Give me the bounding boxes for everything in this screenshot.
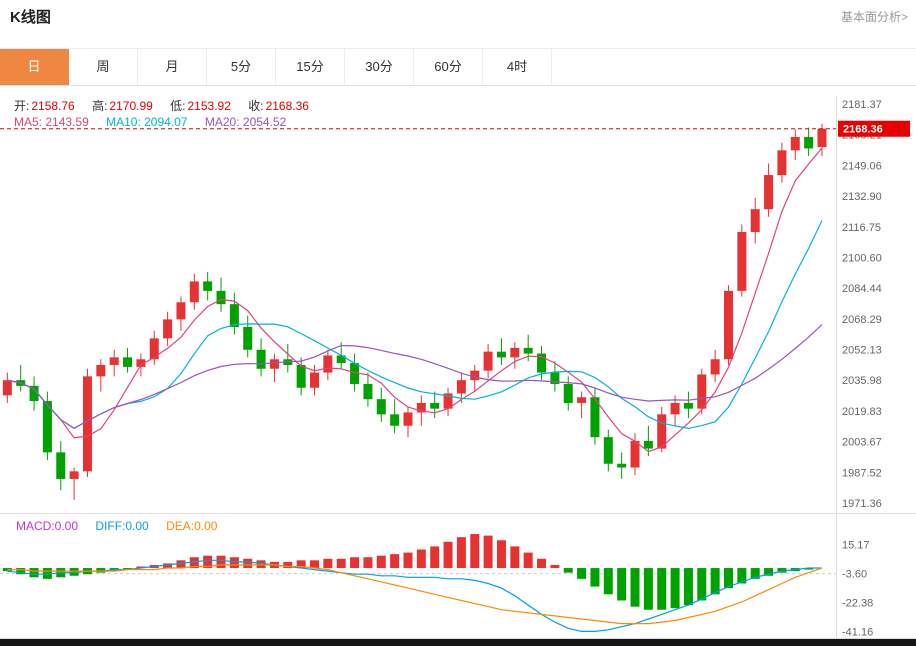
macd-info: MACD:0.00 DIFF:0.00 DEA:0.00 (16, 519, 217, 533)
svg-text:15.17: 15.17 (842, 540, 870, 552)
svg-text:2149.06: 2149.06 (842, 160, 882, 172)
ma5-line (7, 147, 823, 453)
candles-layer (2, 123, 827, 500)
tab-month[interactable]: 月 (138, 49, 207, 85)
ma5-info: MA5: 2143.59 (14, 115, 89, 129)
diff-value: DIFF:0.00 (95, 519, 149, 533)
ma20-line (7, 324, 823, 429)
ma20-info: MA20: 2054.52 (204, 115, 287, 129)
page-title: K线图 (10, 9, 51, 26)
svg-text:2019.83: 2019.83 (842, 406, 882, 418)
ma-info: MA5: 2143.59 MA10: 2094.07 MA20: 2054.52 (14, 115, 300, 129)
bottom-bar (0, 639, 916, 646)
macd-hist-layer (2, 534, 814, 610)
svg-text:2035.98: 2035.98 (842, 375, 882, 387)
tab-30min[interactable]: 30分 (345, 49, 414, 85)
tab-15min[interactable]: 15分 (276, 49, 345, 85)
period-tabs: 日 周 月 5分 15分 30分 60分 4时 (0, 48, 916, 86)
grid-layer (0, 96, 916, 639)
svg-text:-22.38: -22.38 (842, 598, 873, 610)
tab-4hour[interactable]: 4时 (483, 49, 552, 85)
tab-week[interactable]: 周 (69, 49, 138, 85)
close-value: 收: 2168.36 (248, 99, 309, 113)
tab-5min[interactable]: 5分 (207, 49, 276, 85)
tab-day[interactable]: 日 (0, 49, 69, 85)
svg-text:2116.75: 2116.75 (842, 222, 881, 234)
ma10-line (7, 220, 823, 430)
low-value: 低: 2153.92 (170, 99, 231, 113)
diff-line (7, 559, 822, 633)
svg-text:2003.67: 2003.67 (842, 437, 882, 449)
svg-text:-41.16: -41.16 (842, 627, 873, 639)
macd-axis-ticks: 15.17 -3.60 -22.38 -41.16 (842, 540, 873, 639)
dea-line (7, 564, 823, 625)
fundamental-analysis-link[interactable]: 基本面分析> (840, 10, 908, 24)
price-line-layer: 2168.36 (0, 120, 910, 137)
svg-text:1971.36: 1971.36 (842, 498, 882, 510)
tab-60min[interactable]: 60分 (414, 49, 483, 85)
main-axis-ticks: 2181.372165.212149.062132.902116.752100.… (842, 99, 882, 510)
svg-text:2052.13: 2052.13 (842, 345, 882, 357)
svg-text:2100.60: 2100.60 (842, 252, 882, 264)
open-value: 开: 2158.76 (14, 99, 75, 113)
svg-text:2168.36: 2168.36 (843, 124, 883, 136)
svg-text:2181.37: 2181.37 (842, 99, 882, 111)
dea-value: DEA:0.00 (166, 519, 218, 533)
macd-value: MACD:0.00 (16, 519, 79, 533)
svg-text:-3.60: -3.60 (842, 569, 867, 581)
svg-text:1987.52: 1987.52 (842, 467, 882, 479)
svg-text:2068.29: 2068.29 (842, 314, 882, 326)
high-value: 高: 2170.99 (92, 99, 153, 113)
ohlc-info: 开: 2158.76 高: 2170.99 低: 2153.92 收: 2168.36 (14, 97, 323, 114)
svg-text:2084.44: 2084.44 (842, 283, 882, 295)
ma10-info: MA10: 2094.07 (106, 115, 188, 129)
svg-text:2132.90: 2132.90 (842, 191, 882, 203)
